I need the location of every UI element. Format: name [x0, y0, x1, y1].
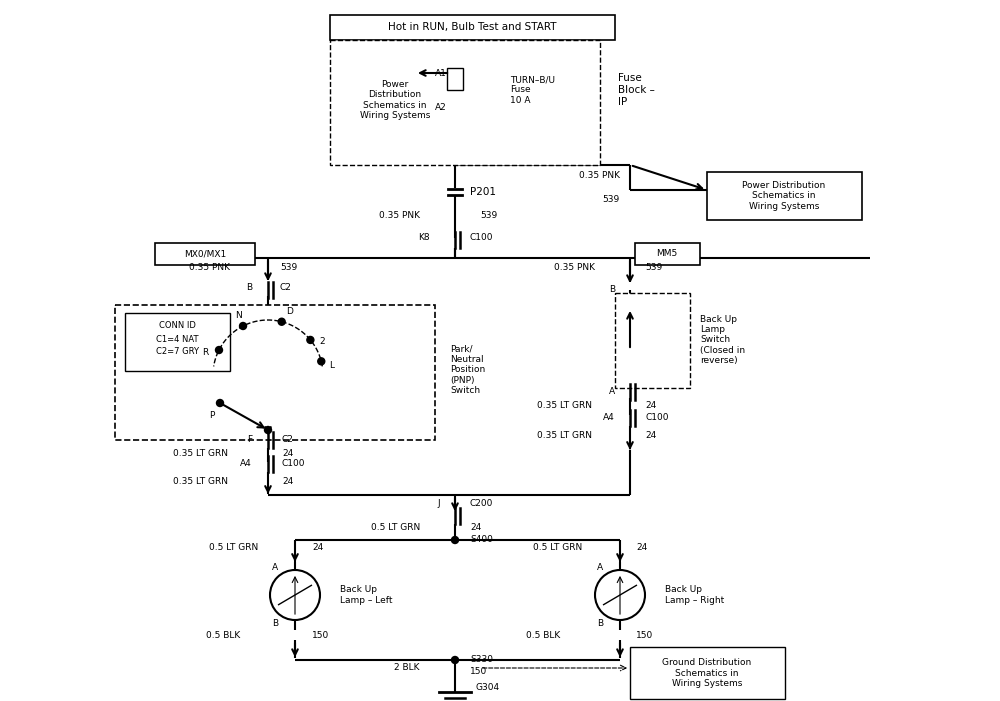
Text: Power
Distribution
Schematics in
Wiring Systems: Power Distribution Schematics in Wiring …	[360, 80, 430, 120]
Text: MX0/MX1: MX0/MX1	[184, 250, 226, 259]
Text: Back Up
Lamp – Right: Back Up Lamp – Right	[665, 585, 724, 605]
Text: 0.35 PNK: 0.35 PNK	[189, 264, 230, 273]
Text: A4: A4	[240, 459, 252, 468]
Text: 0.35 PNK: 0.35 PNK	[554, 264, 595, 273]
Text: C2: C2	[280, 283, 292, 292]
Circle shape	[452, 657, 458, 664]
Circle shape	[240, 322, 247, 329]
Text: C100: C100	[645, 414, 668, 423]
Circle shape	[307, 336, 314, 343]
Text: C100: C100	[470, 233, 494, 243]
Bar	[630, 647, 785, 699]
Text: B: B	[597, 618, 603, 627]
Text: 24: 24	[282, 449, 293, 458]
Text: 0.35 LT GRN: 0.35 LT GRN	[537, 432, 592, 440]
Text: C200: C200	[470, 500, 493, 508]
Text: TURN–B/U
Fuse
10 A: TURN–B/U Fuse 10 A	[510, 75, 555, 105]
Text: 0.5 BLK: 0.5 BLK	[526, 630, 560, 639]
Text: 24: 24	[645, 400, 656, 409]
Text: Fuse
Block –
IP: Fuse Block – IP	[618, 74, 655, 107]
Text: Power Distribution
Schematics in
Wiring Systems: Power Distribution Schematics in Wiring …	[742, 181, 826, 211]
Text: A1: A1	[435, 69, 447, 78]
Circle shape	[264, 426, 272, 433]
Text: D: D	[286, 307, 293, 316]
Text: MM5: MM5	[656, 250, 678, 259]
Text: 0.5 BLK: 0.5 BLK	[206, 630, 240, 639]
Circle shape	[318, 358, 325, 365]
Text: 150: 150	[312, 630, 329, 639]
Text: K8: K8	[418, 233, 430, 243]
Text: C100: C100	[282, 459, 306, 468]
Circle shape	[216, 400, 224, 407]
Bar	[447, 68, 463, 90]
Text: 2 BLK: 2 BLK	[394, 664, 420, 672]
Text: C2: C2	[282, 435, 294, 444]
Text: A4: A4	[603, 414, 615, 423]
Bar	[330, 15, 615, 40]
Circle shape	[452, 536, 458, 543]
Text: B: B	[272, 618, 278, 627]
Text: 24: 24	[282, 477, 293, 486]
Bar	[330, 40, 600, 165]
Text: G304: G304	[475, 683, 499, 693]
Text: B: B	[609, 285, 615, 294]
Text: L: L	[329, 361, 334, 370]
Text: N: N	[235, 311, 241, 320]
Text: 24: 24	[312, 543, 323, 552]
Text: 150: 150	[636, 630, 653, 639]
Text: A: A	[597, 562, 603, 571]
Bar	[707, 172, 862, 220]
Text: 0.5 LT GRN: 0.5 LT GRN	[371, 524, 420, 533]
Text: S400: S400	[470, 536, 493, 545]
Text: R: R	[202, 348, 208, 357]
Text: Back Up
Lamp – Left: Back Up Lamp – Left	[340, 585, 392, 605]
Text: 539: 539	[280, 264, 297, 273]
Text: 539: 539	[603, 195, 620, 204]
Bar	[155, 243, 255, 265]
Text: 0.35 LT GRN: 0.35 LT GRN	[173, 449, 228, 458]
Text: A2: A2	[435, 104, 447, 112]
Text: P: P	[209, 411, 215, 419]
Bar	[115, 305, 435, 440]
Text: S330: S330	[470, 655, 493, 665]
Text: 24: 24	[636, 543, 647, 552]
Text: 2: 2	[320, 337, 325, 346]
Text: F: F	[247, 435, 252, 444]
Bar	[635, 243, 700, 265]
Text: 0.35 LT GRN: 0.35 LT GRN	[537, 400, 592, 409]
Text: 539: 539	[480, 210, 497, 219]
Text: 24: 24	[645, 432, 656, 440]
Text: C2=7 GRY: C2=7 GRY	[156, 346, 198, 355]
Text: Back Up
Lamp
Switch
(Closed in
reverse): Back Up Lamp Switch (Closed in reverse)	[700, 315, 745, 365]
Text: B: B	[246, 283, 252, 292]
Circle shape	[215, 346, 222, 353]
Text: Park/
Neutral
Position
(PNP)
Switch: Park/ Neutral Position (PNP) Switch	[450, 345, 485, 395]
Text: 0.5 LT GRN: 0.5 LT GRN	[209, 543, 258, 552]
Text: Ground Distribution
Schematics in
Wiring Systems: Ground Distribution Schematics in Wiring…	[662, 658, 752, 688]
Circle shape	[278, 318, 285, 325]
Text: 150: 150	[470, 667, 487, 676]
Text: Hot in RUN, Bulb Test and START: Hot in RUN, Bulb Test and START	[388, 22, 556, 32]
Text: 24: 24	[470, 524, 481, 533]
Text: J: J	[437, 500, 440, 508]
Text: A: A	[609, 388, 615, 397]
Text: A: A	[272, 562, 278, 571]
Text: 0.5 LT GRN: 0.5 LT GRN	[533, 543, 582, 552]
Text: 539: 539	[645, 264, 662, 273]
Text: 0.35 LT GRN: 0.35 LT GRN	[173, 477, 228, 486]
Text: P201: P201	[470, 187, 496, 197]
Bar	[125, 313, 230, 371]
Text: CONN ID: CONN ID	[159, 320, 195, 329]
Text: 0.35 PNK: 0.35 PNK	[379, 210, 420, 219]
Text: 0.35 PNK: 0.35 PNK	[579, 171, 620, 180]
Text: C1=4 NAT: C1=4 NAT	[156, 336, 198, 344]
Bar	[615, 293, 690, 388]
